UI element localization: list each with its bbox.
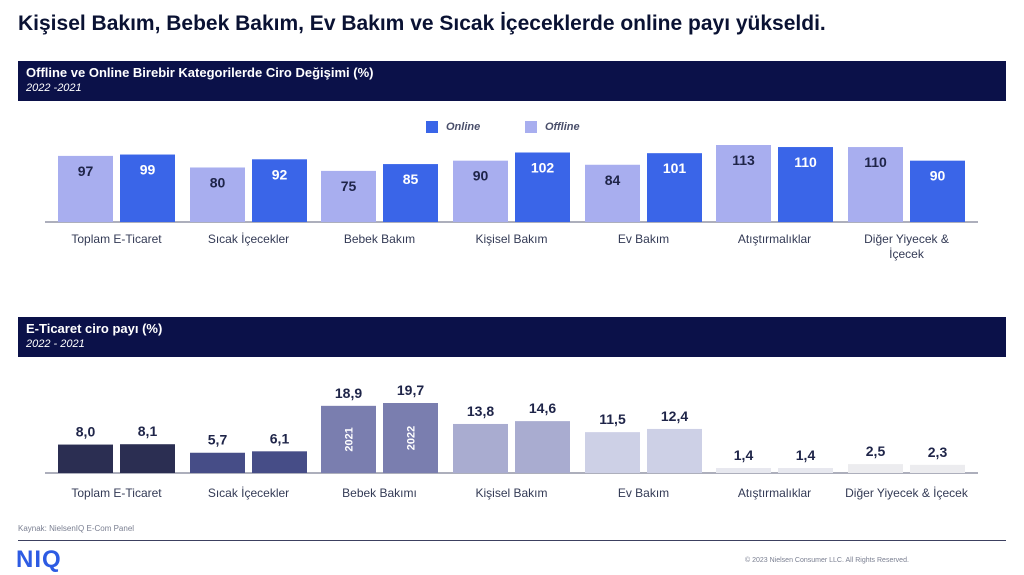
bar-2022 <box>910 464 965 473</box>
data-label-online: 102 <box>531 159 555 175</box>
category-label: Ev Bakım <box>618 232 669 246</box>
category-label: Sıcak İçecekler <box>208 232 289 246</box>
category-label: Diğer Yiyecek & <box>864 232 949 246</box>
bar-online <box>383 164 438 222</box>
bar-2021 <box>716 468 771 473</box>
chart2-title: E-Ticaret ciro payı (%) <box>26 321 163 336</box>
source-note: Kaynak: NielsenIQ E-Com Panel <box>18 524 135 533</box>
bar-online <box>120 154 175 222</box>
category-label: Bebek Bakım <box>344 232 415 246</box>
bar-2022 <box>647 428 702 473</box>
category-label: Diğer Yiyecek & İçecek <box>845 486 969 500</box>
copyright-note: © 2023 Nielsen Consumer LLC. All Rights … <box>745 557 909 564</box>
bar-online <box>515 152 570 222</box>
bar-2021 <box>848 464 903 473</box>
bar-offline <box>716 145 771 222</box>
category-label: Toplam E-Ticaret <box>71 486 162 500</box>
data-label-online: 110 <box>794 154 817 170</box>
legend-offline-label: Offline <box>545 121 580 133</box>
bar-offline <box>321 170 376 222</box>
data-label-2021: 1,4 <box>734 447 754 463</box>
bar-online <box>910 160 965 222</box>
category-label: Kişisel Bakım <box>475 486 547 500</box>
category-label: Kişisel Bakım <box>475 232 547 246</box>
bar-2021 <box>321 405 376 473</box>
legend-online-label: Online <box>446 121 480 133</box>
bar-2022 <box>515 421 570 473</box>
data-label-offline: 90 <box>473 168 489 184</box>
data-label-2022: 19,7 <box>397 382 424 398</box>
bar-2021 <box>453 423 508 473</box>
data-label-2022: 14,6 <box>529 400 556 416</box>
bar-year-label: 2021 <box>344 427 356 451</box>
data-label-2021: 2,5 <box>866 443 886 459</box>
niq-logo: NIQ <box>16 546 62 573</box>
data-label-2022: 1,4 <box>796 447 816 463</box>
data-label-offline: 97 <box>78 163 94 179</box>
category-label: Bebek Bakımı <box>342 486 417 500</box>
data-label-2022: 8,1 <box>138 423 158 439</box>
category-label: Atıştırmalıklar <box>738 486 811 500</box>
category-label: Sıcak İçecekler <box>208 486 289 500</box>
chart1-header: Offline ve Online Birebir Kategorilerde … <box>18 61 1006 101</box>
bar-online <box>778 147 833 222</box>
category-label: Ev Bakım <box>618 486 669 500</box>
bar-2021 <box>585 432 640 473</box>
bar-2021 <box>190 452 245 473</box>
bar-2021 <box>58 444 113 473</box>
ecommerce-share-bar-chart: 8,0 8,1 Toplam E-Ticaret 5,7 6,1 Sıcak İçecek… <box>45 382 978 500</box>
data-label-online: 85 <box>403 171 419 187</box>
online-offline-bar-chart: Online Offline 97 99 Toplam E-Ticaret 80 92 Sıc… <box>45 121 978 261</box>
category-label: Toplam E-Ticaret <box>71 232 162 246</box>
data-label-2021: 18,9 <box>335 385 362 401</box>
chart1-subtitle: 2022 -2021 <box>26 82 82 94</box>
bar-offline <box>190 167 245 222</box>
data-label-offline: 113 <box>732 152 755 168</box>
data-label-2021: 11,5 <box>599 411 626 427</box>
bar-online <box>252 159 307 222</box>
data-label-online: 90 <box>930 168 946 184</box>
legend-online-swatch <box>426 121 438 133</box>
chart2-subtitle: 2022 - 2021 <box>26 338 85 350</box>
page-title: Kişisel Bakım, Bebek Bakım, Ev Bakım ve … <box>18 12 826 35</box>
bar-2022 <box>383 403 438 473</box>
data-label-offline: 80 <box>210 174 226 190</box>
bar-offline <box>585 164 640 222</box>
data-label-2021: 8,0 <box>76 424 96 440</box>
bar-offline <box>453 160 508 222</box>
data-label-offline: 75 <box>341 178 357 194</box>
data-label-2022: 6,1 <box>270 430 290 446</box>
data-label-2022: 12,4 <box>661 408 688 424</box>
bar-2022 <box>778 468 833 473</box>
bar-2022 <box>120 444 175 473</box>
data-label-online: 92 <box>272 166 288 182</box>
data-label-2021: 13,8 <box>467 403 494 419</box>
data-label-2022: 2,3 <box>928 444 948 460</box>
bar-2022 <box>252 451 307 473</box>
data-label-offline: 110 <box>864 154 887 170</box>
legend-offline-swatch <box>525 121 537 133</box>
bar-online <box>647 153 702 222</box>
chart2-header: E-Ticaret ciro payı (%) 2022 - 2021 <box>18 317 1006 357</box>
footer-divider <box>18 540 1006 541</box>
category-label: İçecek <box>889 247 925 261</box>
bar-offline <box>58 155 113 222</box>
data-label-online: 99 <box>140 162 156 178</box>
chart1-title: Offline ve Online Birebir Kategorilerde … <box>26 65 374 80</box>
data-label-2021: 5,7 <box>208 432 228 448</box>
bar-year-label: 2022 <box>406 426 418 450</box>
bar-offline <box>848 147 903 222</box>
data-label-online: 101 <box>663 160 687 176</box>
data-label-offline: 84 <box>605 172 621 188</box>
category-label: Atıştırmalıklar <box>738 232 811 246</box>
